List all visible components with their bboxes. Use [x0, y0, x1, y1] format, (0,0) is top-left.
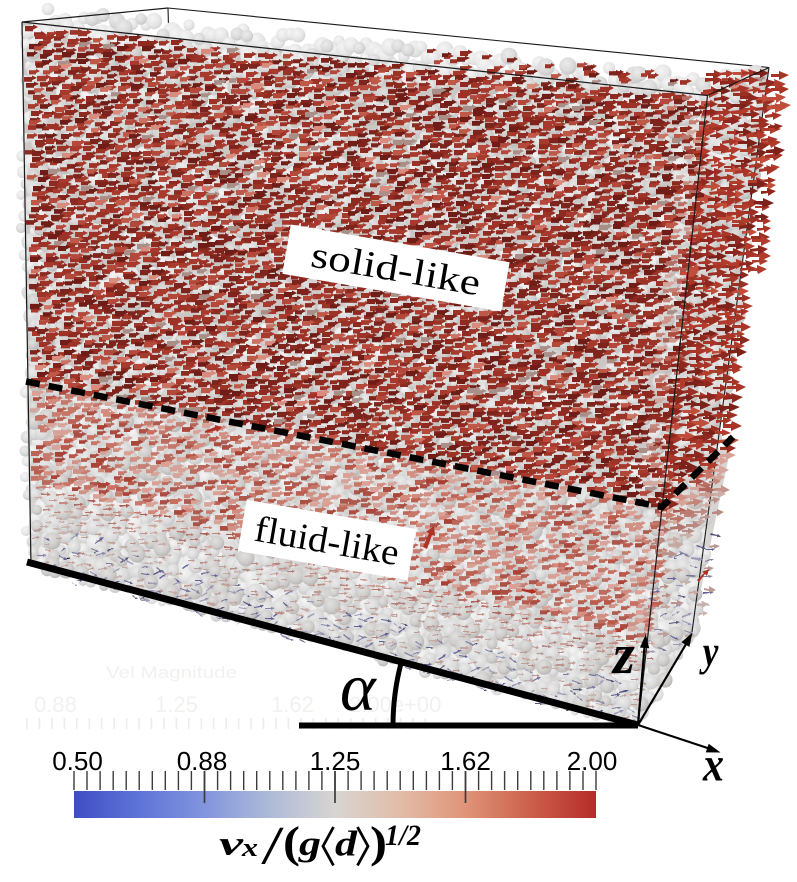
svg-text:x: x [241, 833, 258, 862]
svg-text:d: d [335, 824, 358, 864]
svg-text:x: x [702, 737, 724, 792]
svg-text:z: z [611, 624, 635, 686]
svg-text:1.25: 1.25 [155, 692, 198, 717]
svg-text:0.88: 0.88 [177, 746, 228, 776]
svg-text:0.50: 0.50 [52, 746, 103, 776]
svg-text:g: g [298, 824, 321, 863]
svg-text:α: α [340, 649, 377, 725]
svg-text:y: y [699, 629, 719, 676]
svg-text:0.88: 0.88 [34, 692, 77, 717]
svg-text:1.62: 1.62 [440, 746, 491, 776]
svg-text:v: v [219, 826, 244, 863]
svg-text:): ) [370, 818, 387, 867]
svg-text:1.25: 1.25 [310, 746, 361, 776]
svg-text:1/2: 1/2 [385, 819, 421, 852]
svg-text:Vel Magnitude: Vel Magnitude [106, 663, 237, 682]
svg-text:2.00: 2.00 [567, 746, 618, 776]
svg-text:(: ( [283, 818, 300, 867]
svg-text:1.62: 1.62 [271, 692, 314, 717]
